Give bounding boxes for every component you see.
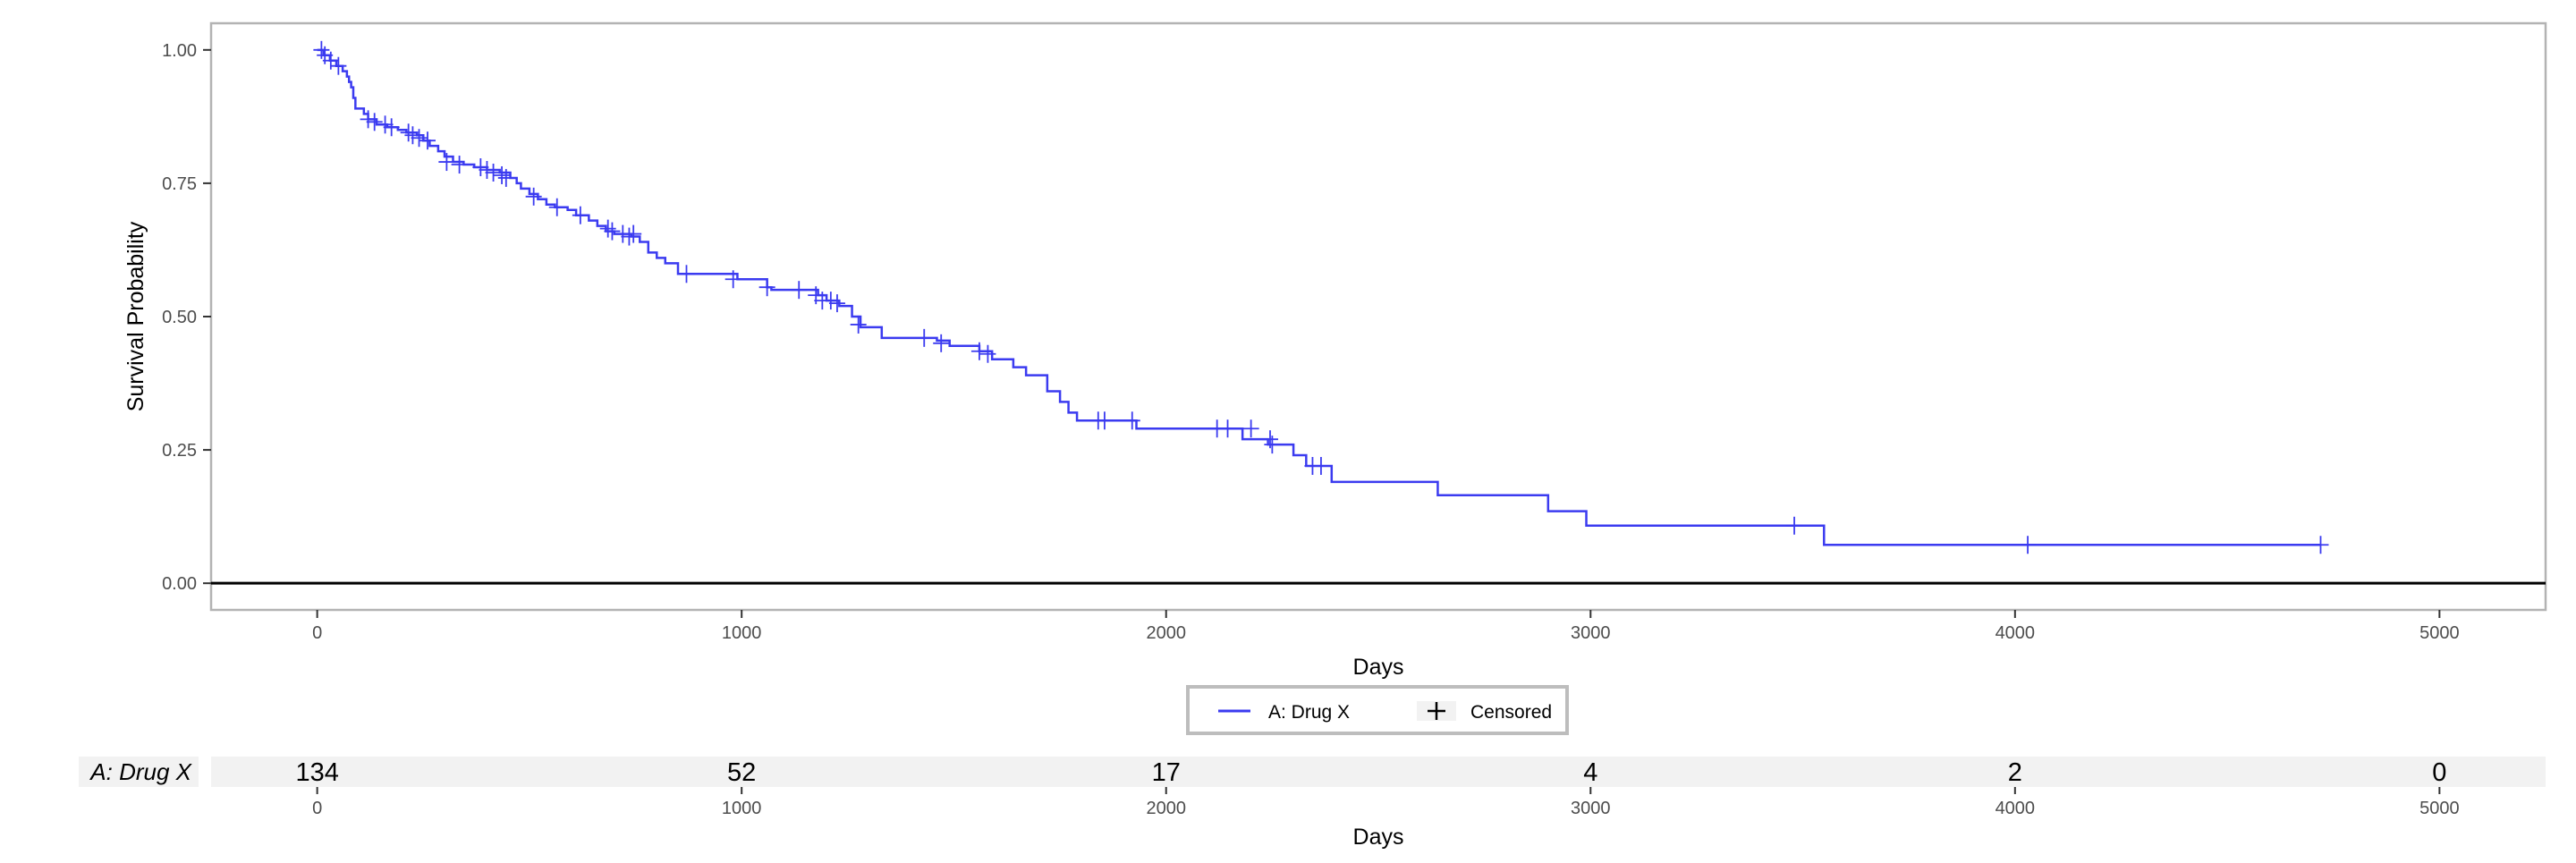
censor-mark [548,198,565,216]
risk-count: 52 [727,758,756,787]
censor-mark [485,163,502,182]
censor-mark [400,123,417,142]
censor-mark [1264,436,1281,454]
censor-mark [451,156,468,174]
censor-mark [828,294,845,313]
censor-mark [1242,419,1259,438]
censor-mark [438,153,455,172]
legend: A: Drug X Censored [1186,685,1569,735]
risk-count: 2 [2008,758,2022,787]
censor-mark [404,126,421,145]
x-tick-label: 1000 [722,623,762,643]
censor-mark [360,110,377,129]
censor-mark [572,206,589,224]
censor-mark [1312,456,1329,475]
risk-table-row-bg [211,757,2546,787]
legend-label-censored: Censored [1470,702,1552,723]
plot-panel-border [209,21,2547,612]
censor-mark [497,168,514,187]
censor-mark [1096,411,1113,430]
censor-mark [2020,536,2037,554]
x-tick-label: 2000 [1146,623,1186,643]
censor-mark [822,292,839,310]
survival-curve-drug-x [317,48,2321,546]
risk-tick-label: 3000 [1571,799,1611,818]
censor-mark [599,219,616,238]
risk-count: 4 [1583,758,1597,787]
censor-mark [724,270,741,289]
risk-tick-label: 5000 [2419,799,2460,818]
censor-mark [758,278,775,297]
risk-table-x-axis-title: Days [1353,825,1404,850]
legend-label-drug-x: A: Drug X [1268,702,1350,723]
censor-mark [411,129,428,148]
x-tick-label: 0 [312,623,322,643]
censor-mark [916,328,933,347]
censor-mark [383,118,400,137]
risk-table-strata-label: A: Drug X [89,758,192,785]
censor-mark [791,281,808,300]
x-tick-label: 3000 [1571,623,1611,643]
x-axis-title: Days [1353,655,1404,680]
censor-mark [330,56,347,75]
x-tick-label: 4000 [1996,623,2036,643]
censor-mark [970,342,987,360]
censor-mark [625,224,642,243]
y-axis: 0.00 0.25 0.50 0.75 1.00 [162,41,211,594]
risk-tick-label: 0 [312,799,322,818]
y-tick-label: 0.75 [162,174,197,194]
censor-mark [419,131,436,150]
censor-mark [1786,516,1803,535]
censor-mark [472,158,489,177]
risk-count: 0 [2432,758,2446,787]
censor-marks [313,40,2329,554]
censor-mark [2312,536,2329,554]
y-tick-label: 0.25 [162,441,197,461]
censor-mark [494,165,511,184]
censor-mark [850,315,867,334]
censor-mark [479,161,496,179]
censor-mark [1123,411,1140,430]
censor-mark [933,334,950,352]
risk-table-counts: 134 52 17 4 2 0 [295,758,2446,787]
risk-table: A: Drug X 134 52 17 4 2 0 0 1000 2000 3000 4000 50… [79,757,2546,850]
censor-mark [979,344,996,363]
risk-table-strata-bg [79,757,199,787]
risk-tick-label: 1000 [722,799,762,818]
risk-tick-label: 2000 [1146,799,1186,818]
censor-mark [1219,419,1236,438]
x-tick-label: 5000 [2419,623,2460,643]
legend-key-censored [1428,702,1445,720]
censor-mark [678,265,695,283]
censor-mark [621,227,638,246]
risk-count: 134 [295,758,338,787]
censor-mark [525,187,542,206]
y-tick-label: 0.50 [162,308,197,327]
x-axis: 0 1000 2000 3000 4000 5000 [312,610,2460,643]
y-tick-label: 0.00 [162,574,197,594]
y-axis-title: Survival Probability [123,221,148,411]
censor-mark [377,115,394,134]
y-tick-label: 1.00 [162,41,197,61]
risk-tick-label: 4000 [1996,799,2036,818]
series-layer [317,48,2321,546]
risk-table-axis: 0 1000 2000 3000 4000 5000 [312,787,2460,818]
risk-count: 17 [1152,758,1181,787]
censor-mark [604,222,621,241]
censor-mark [366,113,383,131]
